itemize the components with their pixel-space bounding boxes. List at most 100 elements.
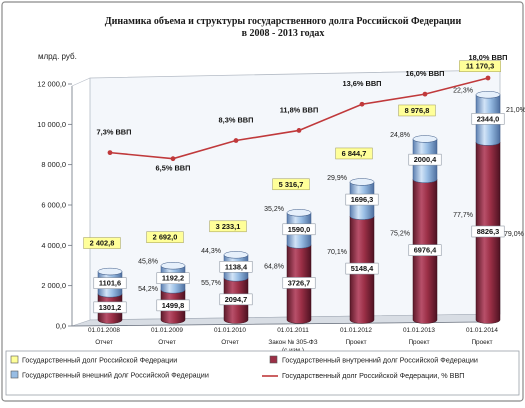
share-label-internal: 55,7%: [201, 280, 221, 287]
x-tick-note: Проект: [345, 339, 366, 346]
legend-swatch-internal: [269, 355, 278, 364]
value-label-external: 2344,0: [477, 114, 500, 123]
value-label-external-bg: [345, 193, 379, 206]
gdp-point: [422, 91, 428, 97]
share-label-internal: 54,2%: [138, 286, 158, 293]
x-axis-line: [71, 321, 483, 327]
x-axis: 01.01.2008 Отчет 01.01.2009 Отчет 01.01.2010…: [88, 327, 498, 354]
bar-top-cap: [412, 135, 438, 143]
value-label-external-bg: [408, 153, 442, 166]
total-label: 3 233,1: [216, 222, 241, 231]
gdp-line-layer: [107, 75, 491, 162]
value-label-internal: 5148,4: [351, 264, 374, 273]
x-tick-note: Отчет: [158, 339, 176, 346]
gdp-point: [296, 128, 302, 133]
y-tick-label: 12 000,0: [37, 80, 66, 89]
value-label-internal: 1301,2: [99, 303, 122, 312]
chart-border: [1, 1, 524, 402]
value-label-internal-bg: [219, 293, 253, 306]
legend-label-external: Государственный внешний долг Российской …: [22, 371, 209, 380]
share-label-extra: 21,0%: [506, 107, 525, 114]
y-axis-label: млрд. руб.: [38, 52, 77, 61]
bar-top-cap: [286, 209, 312, 217]
gdp-point: [485, 75, 491, 81]
gdp-point: [170, 156, 176, 162]
value-label-external: 2000,4: [414, 155, 437, 164]
value-label-internal: 6976,4: [414, 246, 437, 255]
value-label-external-bg: [219, 261, 253, 273]
total-label-bg: [209, 220, 247, 233]
bar-top-cap: [349, 178, 375, 186]
x-tick-note: Проект: [408, 339, 429, 346]
value-label-external: 1138,4: [225, 262, 248, 271]
y-tick-label: 4 000,0: [41, 241, 66, 250]
share-label-external: 45,8%: [138, 259, 158, 266]
value-label-external: 1101,6: [99, 279, 121, 288]
value-label-internal: 3726,7: [288, 278, 311, 287]
value-label-external: 1590,0: [288, 225, 311, 234]
x-tick-note: Отчет: [221, 339, 239, 346]
bar-group: [97, 267, 123, 324]
gdp-point: [359, 101, 365, 107]
value-label-external-bg: [471, 113, 505, 125]
labels-layer: 1301,2 1101,6 2 402,8 7,3% ВВП 1499,8 1192,2 2…: [83, 53, 525, 314]
gdp-label: 7,3% ВВП: [97, 128, 132, 137]
legend-swatch-external: [10, 370, 19, 379]
y-axis-top-edge: [71, 77, 91, 87]
value-label-internal-bg: [345, 262, 379, 275]
share-label-external: 22,3%: [453, 88, 473, 95]
share-label-external: 35,2%: [264, 206, 284, 213]
share-label-internal: 77,7%: [453, 212, 473, 219]
share-label-extra: 79,0%: [504, 231, 524, 238]
bar-top-cap: [97, 267, 123, 276]
gdp-label: 13,6% ВВП: [343, 79, 382, 88]
value-label-external-bg: [282, 223, 316, 236]
value-label-external: 1696,3: [351, 195, 374, 204]
gdp-label: 18,0% ВВП: [469, 53, 508, 62]
gdp-label: 8,3% ВВП: [219, 116, 254, 125]
x-tick-date: 01.01.2014: [466, 327, 498, 334]
share-label-internal: 75,2%: [390, 231, 410, 238]
x-tick-date: 01.01.2010: [214, 327, 246, 334]
bar-group: [160, 262, 186, 324]
x-tick-note: Закон № 305-ФЗ: [268, 339, 317, 346]
total-label-bg: [272, 178, 310, 191]
total-label-bg: [83, 237, 121, 249]
share-label-external: 24,8%: [390, 132, 410, 139]
x-tick-date: 01.01.2009: [151, 327, 183, 334]
legend-label-internal: Государственный внутренний долг Российск…: [282, 356, 478, 365]
total-label: 11 170,3: [466, 62, 494, 71]
share-label-internal: 70,1%: [327, 249, 347, 256]
value-label-internal-bg: [282, 277, 316, 289]
y-tick-label: 6 000,0: [41, 201, 66, 210]
x-tick-date: 01.01.2013: [403, 327, 435, 334]
bars-layer: [97, 91, 501, 324]
total-label-bg: [459, 60, 501, 72]
share-label-internal: 64,8%: [264, 263, 284, 270]
y-tick-label: 8 000,0: [41, 160, 66, 169]
total-label: 8 976,8: [405, 106, 430, 115]
y-axis: 0,0 2 000,0 4 000,0 6 000,0 8 000,0 10 000,0 1…: [37, 80, 72, 331]
legend-box: [5, 350, 520, 396]
total-label-bg: [398, 104, 436, 117]
gdp-point: [107, 150, 113, 156]
gdp-label: 6,5% ВВП: [156, 164, 191, 173]
y-tick-label: 10 000,0: [37, 120, 66, 129]
bar-group: [475, 91, 501, 324]
total-label: 5 316,7: [279, 180, 304, 189]
total-label: 2 402,8: [90, 239, 115, 248]
x-tick-date: 01.01.2008: [88, 327, 120, 334]
bar-top-cap: [475, 91, 501, 99]
total-label-bg: [146, 231, 184, 243]
gdp-point: [233, 138, 239, 143]
share-label-external: 44,3%: [201, 248, 221, 255]
y-tick-label: 2 000,0: [41, 281, 66, 290]
x-tick-note: Проект: [471, 339, 492, 346]
value-label-external-bg: [156, 272, 190, 284]
legend-label-gdp: Государственный долг Российской Федераци…: [282, 371, 464, 380]
gdp-label: 16,0% ВВП: [406, 69, 445, 78]
chart-subtitle: в 2008 - 2013 годах: [242, 28, 325, 39]
value-label-internal: 2094,7: [225, 295, 248, 304]
value-label-internal: 1499,8: [162, 301, 185, 310]
